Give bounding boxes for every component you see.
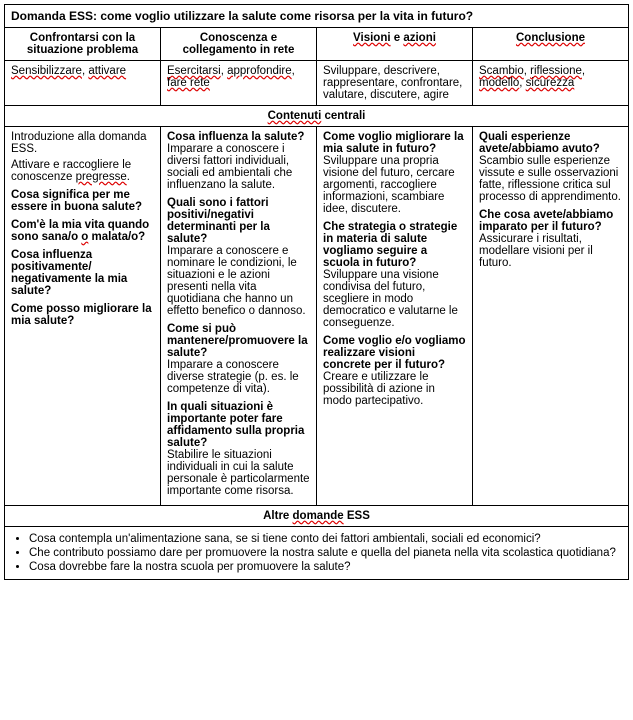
header-c3: Visioni e azioni [317,28,473,61]
list-item: Cosa dovrebbe fare la nostra scuola per … [29,561,622,573]
list-item: Cosa contempla un'alimentazione sana, se… [29,533,622,545]
content-c4: Quali esperienze avete/abbiamo avuto? Sc… [473,127,629,506]
kw-c4: Scambio, riflessione, modello, sicurezza [473,61,629,106]
list-item: Che contributo possiamo dare per promuov… [29,547,622,559]
header-c1: Confrontarsi con la situazione problema [5,28,161,61]
title-row: Domanda ESS: come voglio utilizzare la s… [5,5,629,28]
header-row: Confrontarsi con la situazione problema … [5,28,629,61]
other-questions-list: Cosa contempla un'alimentazione sana, se… [11,533,622,573]
kw-c3: Sviluppare, descrivere, rappresentare, c… [317,61,473,106]
kw-c1: Sensibilizzare, attivare [5,61,161,106]
content-c1: Introduzione alla domanda ESS. Attivare … [5,127,161,506]
header-c3-a: Visioni [353,32,391,44]
header-c2: Conoscenza e collegamento in rete [161,28,317,61]
header-c3-b: azioni [403,32,436,44]
content-row: Introduzione alla domanda ESS. Attivare … [5,127,629,506]
content-c2: Cosa influenza la salute? Imparare a con… [161,127,317,506]
section-altre: Altre domande ESS [5,506,629,527]
header-c4: Conclusione [473,28,629,61]
kw-c2: Esercitarsi, approfondire, fare rete [161,61,317,106]
section-contenuti: Contenuti centrali [5,106,629,127]
keywords-row: Sensibilizzare, attivare Esercitarsi, ap… [5,61,629,106]
other-questions-row: Cosa contempla un'alimentazione sana, se… [5,527,629,580]
title-cell: Domanda ESS: come voglio utilizzare la s… [5,5,629,28]
content-c3: Come voglio migliorare la mia salute in … [317,127,473,506]
ess-table: Domanda ESS: come voglio utilizzare la s… [4,4,629,580]
